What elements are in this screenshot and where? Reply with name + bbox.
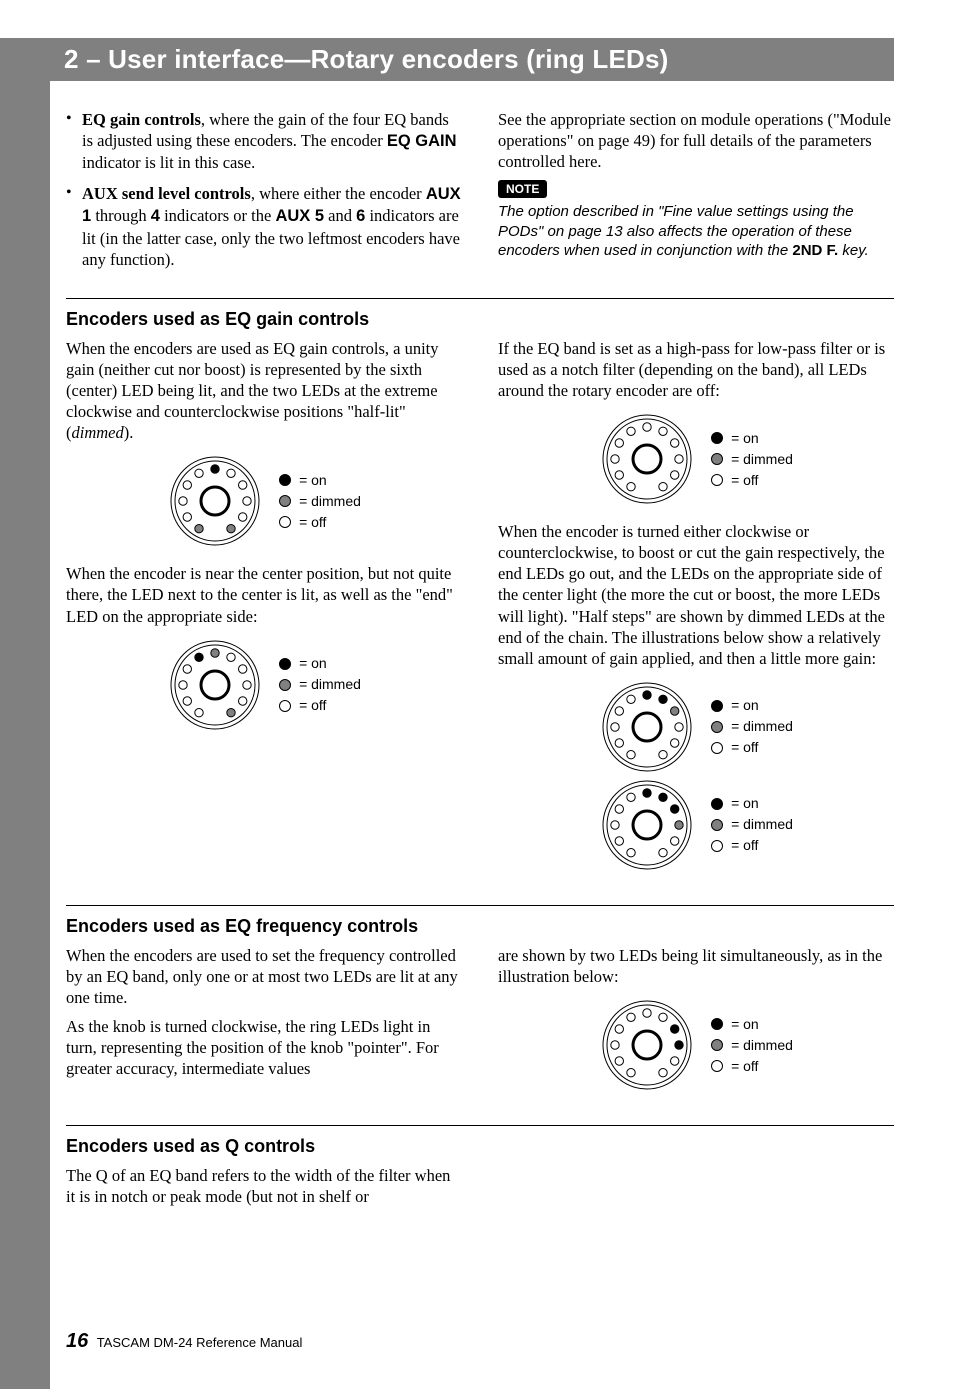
figure-unity-gain: = on = dimmed = off xyxy=(66,453,462,549)
bullet-eq-gain-prefix: EQ gain controls xyxy=(82,110,201,129)
eq-freq-p2: As the knob is turned clockwise, the rin… xyxy=(66,1016,462,1079)
chapter-title: 2 – User interface—Rotary encoders (ring… xyxy=(64,44,880,75)
ring-encoder-icon xyxy=(167,637,263,733)
legend-dot-off xyxy=(279,516,291,528)
q-controls-p1: The Q of an EQ band refers to the width … xyxy=(66,1165,462,1207)
heading-q-controls: Encoders used as Q controls xyxy=(66,1136,894,1157)
ring-encoder-icon xyxy=(599,777,695,873)
divider xyxy=(66,905,894,906)
eq-gain-p2: When the encoder is near the center posi… xyxy=(66,563,462,626)
note-block: NOTE The option described in "Fine value… xyxy=(498,180,894,261)
legend: = on = dimmed = off xyxy=(279,470,361,533)
bullet-aux-send: AUX send level controls, where either th… xyxy=(66,183,462,269)
footer-text: TASCAM DM-24 Reference Manual xyxy=(97,1335,303,1350)
legend-dot-dimmed xyxy=(279,495,291,507)
ring-encoder-icon xyxy=(599,997,695,1093)
heading-eq-gain: Encoders used as EQ gain controls xyxy=(66,309,894,330)
intro-right-para: See the appropriate section on module op… xyxy=(498,109,894,172)
eq-gain-right-p1: If the EQ band is set as a high-pass for… xyxy=(498,338,894,401)
ring-encoder-icon xyxy=(599,679,695,775)
note-badge: NOTE xyxy=(498,180,547,198)
page-footer: 16 TASCAM DM-24 Reference Manual xyxy=(66,1330,302,1353)
eq-freq-right-p1: are shown by two LEDs being lit simultan… xyxy=(498,945,894,987)
figure-all-off: = on = dimmed = off xyxy=(498,411,894,507)
divider xyxy=(66,1125,894,1126)
ring-encoder-icon xyxy=(599,411,695,507)
figure-more-boost: = on = dimmed = off xyxy=(498,777,894,873)
ring-encoder-icon xyxy=(167,453,263,549)
figure-small-boost: = on = dimmed = off xyxy=(498,679,894,775)
chapter-header: 2 – User interface—Rotary encoders (ring… xyxy=(50,38,894,81)
heading-eq-freq: Encoders used as EQ frequency controls xyxy=(66,916,894,937)
intro-columns: EQ gain controls, where the gain of the … xyxy=(66,109,894,280)
page-gutter xyxy=(0,38,50,1389)
legend-dot-on xyxy=(279,474,291,486)
eq-gain-p1: When the encoders are used as EQ gain co… xyxy=(66,338,462,444)
figure-freq-two-leds: = on = dimmed = off xyxy=(498,997,894,1093)
divider xyxy=(66,298,894,299)
note-text: The option described in "Fine value sett… xyxy=(498,202,894,261)
bullet-aux-prefix: AUX send level controls xyxy=(82,184,251,203)
page-number: 16 xyxy=(66,1330,88,1352)
eq-freq-p1: When the encoders are used to set the fr… xyxy=(66,945,462,1008)
bullet-eq-gain: EQ gain controls, where the gain of the … xyxy=(66,109,462,173)
eq-gain-right-p2: When the encoder is turned either clockw… xyxy=(498,521,894,669)
figure-near-center: = on = dimmed = off xyxy=(66,637,462,733)
